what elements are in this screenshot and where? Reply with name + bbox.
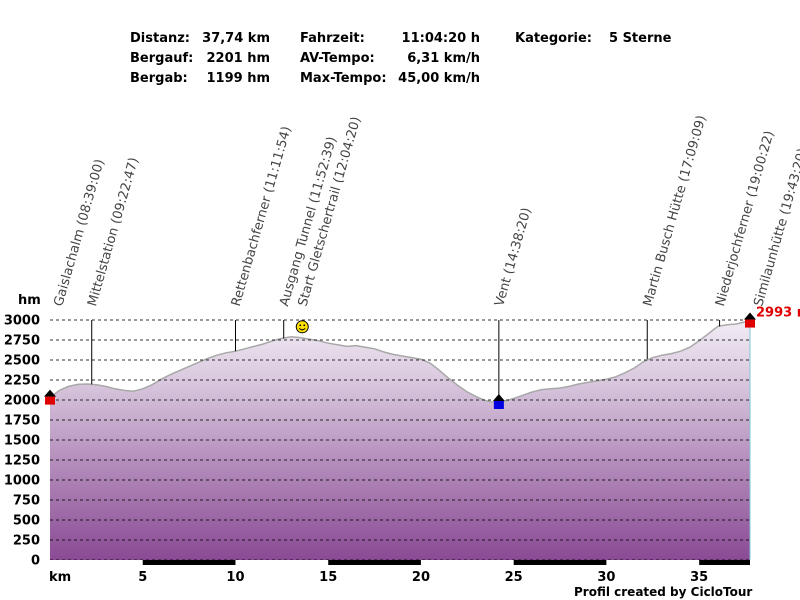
y-tick-label: 500: [13, 514, 40, 529]
ascent-value: 2201 hm: [206, 51, 270, 66]
end-marker-triangle: [744, 312, 756, 320]
profile-line: [49, 319, 751, 404]
y-axis-label: hm: [18, 293, 41, 308]
y-tick-label: 1000: [4, 474, 40, 489]
ascent-label: Bergauf:: [130, 51, 194, 66]
waypoint-label: Martin Busch Hütte (17:09:09): [641, 114, 710, 308]
y-tick-label: 2250: [4, 374, 40, 389]
waypoint-label: Vent (14:38:20): [492, 206, 535, 308]
x-tick-label: 15: [319, 570, 337, 585]
end-elevation-label: 2993 m: [756, 306, 800, 321]
x-axis-band: [513, 560, 607, 565]
x-tick-label: 20: [412, 570, 430, 585]
x-axis-band: [142, 560, 236, 565]
x-axis-band: [50, 560, 143, 565]
stats-panel: Distanz: 37,74 km Bergauf: 2201 hm Berga…: [0, 0, 800, 90]
x-tick-label: 10: [226, 570, 244, 585]
y-tick-label: 1500: [4, 434, 40, 449]
y-tick-label: 0: [31, 554, 40, 569]
end-marker-box: [745, 319, 755, 328]
smiley-face: [295, 320, 309, 334]
mid-marker-triangle: [492, 394, 505, 401]
start-marker-box: [45, 396, 55, 405]
x-axis-band: [420, 560, 514, 565]
grid-layer: [50, 319, 751, 561]
x-axis-band: [699, 560, 750, 565]
x-tick-label: 35: [690, 570, 708, 585]
y-tick-label: 750: [13, 494, 40, 509]
avg-speed-label: AV-Tempo:: [300, 51, 375, 66]
y-tick-label: 1750: [4, 414, 40, 429]
x-axis-label: km: [49, 570, 71, 585]
x-tick-label: 5: [138, 570, 147, 585]
smiley-eye: [299, 324, 302, 327]
x-tick-label: 30: [597, 570, 615, 585]
mid-marker-box: [493, 401, 504, 409]
time-label: Fahrzeit:: [300, 31, 365, 46]
y-tick-label: 2500: [4, 354, 40, 369]
x-axis-band: [235, 560, 329, 565]
distance-label: Distanz:: [130, 31, 190, 46]
y-tick-label: 250: [13, 534, 40, 549]
avg-speed-value: 6,31 km/h: [407, 51, 480, 66]
start-marker-triangle: [44, 389, 56, 397]
x-axis-band: [328, 560, 421, 565]
x-tick-label: 25: [505, 570, 523, 585]
category-label: Kategorie:: [515, 31, 592, 46]
smiley-mouth: [298, 327, 306, 331]
credit-text: Profil created by CicloTour: [574, 585, 753, 599]
y-tick-label: 2000: [4, 394, 40, 409]
distance-value: 37,74 km: [202, 31, 270, 46]
smiley-eye: [303, 324, 306, 327]
time-value: 11:04:20 h: [401, 31, 480, 46]
y-tick-label: 1250: [4, 454, 40, 469]
axis-layer: 0 250 500 750 1000 1250 1500 1750 2000 2250 2500 27…: [4, 314, 750, 585]
category-value: 5 Sterne: [609, 31, 672, 46]
y-tick-label: 2750: [4, 334, 40, 349]
y-tick-label: 3000: [4, 314, 40, 329]
max-speed-label: Max-Tempo:: [300, 71, 387, 86]
x-axis-band: [606, 560, 700, 565]
max-speed-value: 45,00 km/h: [398, 71, 480, 86]
descent-value: 1199 hm: [206, 71, 270, 86]
descent-label: Bergab:: [130, 71, 188, 86]
